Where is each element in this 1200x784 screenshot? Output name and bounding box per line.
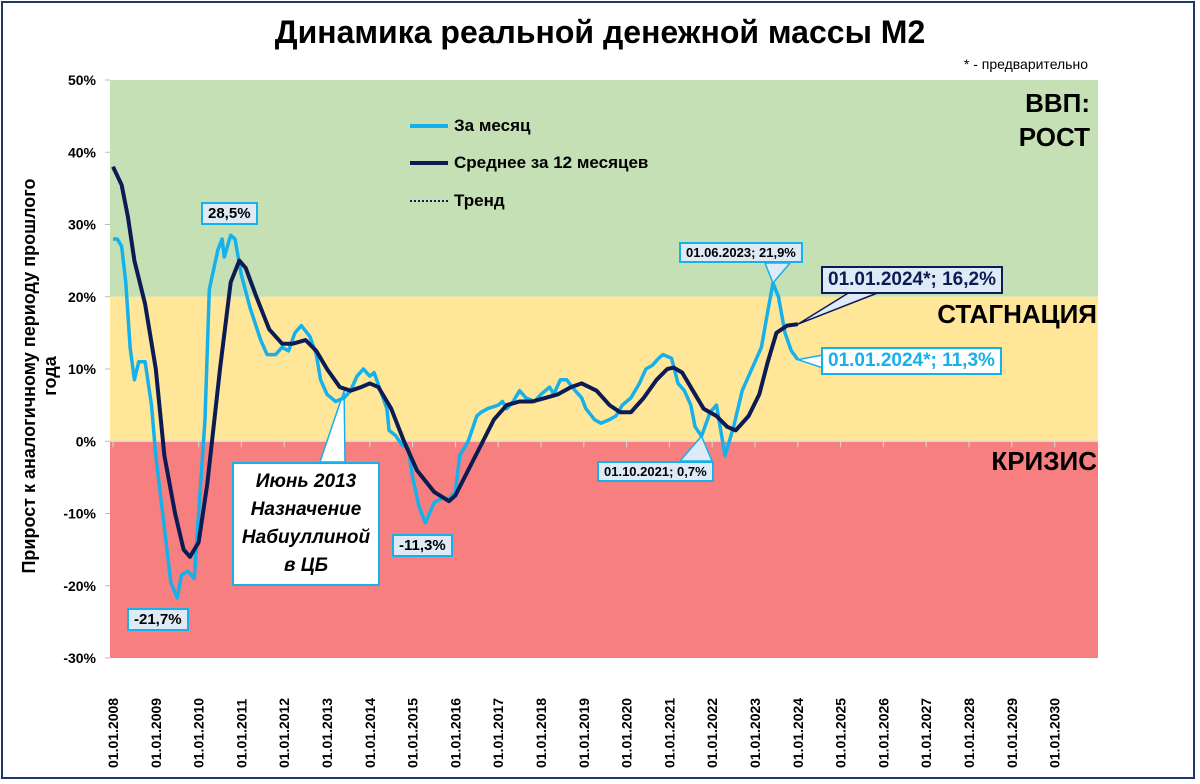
y-tick-label: 20%	[68, 289, 97, 305]
legend-item-average: Среднее за 12 месяцев	[410, 153, 648, 173]
y-tick-label: -10%	[63, 506, 96, 522]
legend-label: За месяц	[454, 116, 531, 135]
y-tick-label: 0%	[76, 433, 97, 449]
y-tick-label: 40%	[68, 144, 97, 160]
annotation-line: в ЦБ	[283, 555, 329, 576]
x-tick-label: 01.01.2014	[362, 698, 378, 768]
x-tick-label: 01.01.2013	[319, 698, 335, 768]
annotation-line: Набиуллиной	[241, 527, 371, 548]
annotation-nabiullina: Июнь 2013 Назначение Набиуллиной в ЦБ	[232, 462, 380, 586]
legend-swatch-average	[410, 161, 448, 165]
annotation-line: Назначение	[250, 499, 362, 520]
zone-label-growth: ВВП: РОСТ	[1018, 88, 1090, 152]
x-tick-label: 01.01.2017	[490, 698, 506, 768]
x-tick-label: 01.01.2029	[1004, 698, 1020, 768]
x-tick-label: 01.01.2019	[576, 698, 592, 768]
x-tick-label: 01.01.2016	[447, 698, 463, 768]
x-tick-label: 01.01.2021	[661, 698, 677, 768]
annotation-low-2015: -11,3%	[392, 534, 453, 557]
x-tick-label: 01.01.2009	[148, 698, 164, 768]
y-tick-label: 10%	[68, 361, 97, 377]
annotation-low-2009: -21,7%	[127, 608, 189, 631]
x-tick-label: 01.01.2023	[747, 698, 763, 768]
peak-2023-pointer	[763, 262, 792, 285]
x-tick-label: 01.01.2020	[619, 698, 635, 768]
x-tick-label: 01.01.2015	[405, 698, 421, 768]
annotation-line: Июнь 2013	[255, 471, 357, 492]
y-tick-label: 50%	[68, 72, 97, 88]
zone-band	[110, 80, 1098, 297]
annotation-low-2021: 01.10.2021; 0,7%	[597, 461, 714, 482]
x-tick-label: 01.01.2022	[704, 698, 720, 768]
x-tick-label: 01.01.2018	[533, 698, 549, 768]
zone-label-crisis: КРИЗИС	[991, 446, 1097, 476]
y-tick-label: -30%	[63, 650, 96, 666]
annotation-peak-2010: 28,5%	[201, 202, 258, 225]
legend-label: Тренд	[454, 191, 505, 210]
annotation-monthly-2024: 01.01.2024*; 11,3%	[821, 347, 1002, 375]
chart-title: Динамика реальной денежной массы М2	[274, 14, 926, 50]
preliminary-note: * - предварительно	[963, 56, 1088, 72]
legend-label: Среднее за 12 месяцев	[454, 153, 649, 172]
x-tick-label: 01.01.2012	[276, 698, 292, 768]
x-tick-label: 01.01.2028	[961, 698, 977, 768]
legend-item-trend: Тренд	[410, 191, 505, 211]
legend-item-monthly: За месяц	[410, 116, 530, 136]
legend-swatch-trend	[410, 200, 448, 202]
y-tick-label: 30%	[68, 217, 97, 233]
x-tick-label: 01.01.2025	[833, 698, 849, 768]
x-tick-label: 01.01.2024	[790, 698, 806, 768]
x-tick-label: 01.01.2026	[875, 698, 891, 768]
series-line-monthly	[113, 233, 800, 600]
x-tick-label: 01.01.2008	[105, 698, 121, 768]
annotation-peak-2023: 01.06.2023; 21,9%	[679, 242, 803, 263]
y-tick-label: -20%	[63, 578, 96, 594]
zone-label-stagnation: СТАГНАЦИЯ	[937, 299, 1097, 329]
x-tick-label: 01.01.2030	[1047, 698, 1063, 768]
series-line-average	[111, 165, 799, 559]
x-tick-label: 01.01.2011	[233, 698, 249, 768]
annotation-average-2024: 01.01.2024*; 16,2%	[821, 266, 1003, 294]
x-tick-label: 01.01.2027	[918, 698, 934, 768]
x-tick-label: 01.01.2010	[191, 698, 207, 768]
legend-swatch-monthly	[410, 124, 448, 128]
y-axis-label: Прирост к аналогичному периоду прошлого …	[19, 178, 60, 574]
